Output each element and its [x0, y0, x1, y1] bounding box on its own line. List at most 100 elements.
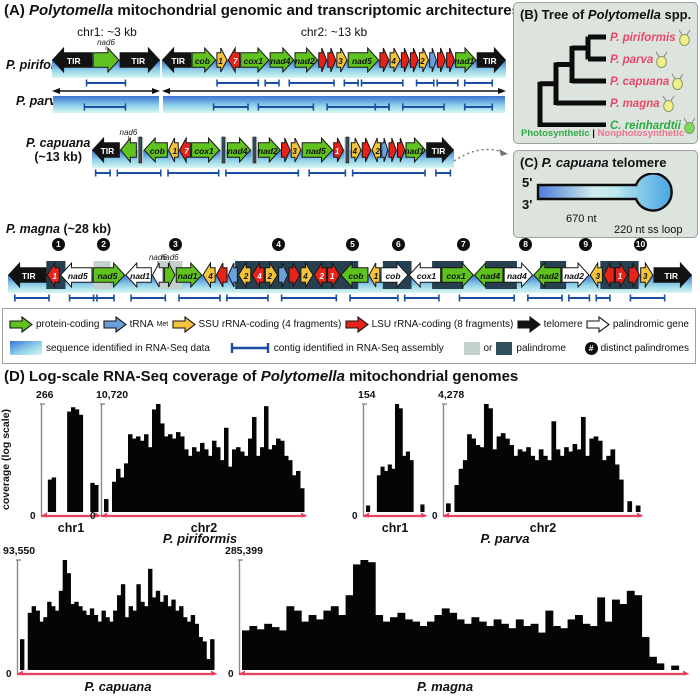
gene-arrow: [59, 261, 93, 289]
gene-label: TIR: [483, 56, 497, 66]
chr2-header: chr2: ~13 kb: [300, 25, 368, 39]
gene-arrow: [653, 261, 692, 289]
panel-d-title-suffix: mitochondrial genomes: [344, 368, 519, 385]
gene-label: 2: [319, 272, 325, 281]
taxon-label-2: P. parva: [610, 51, 668, 68]
max-coverage-value: 285,399: [225, 545, 263, 557]
footer-separator: |: [589, 128, 598, 139]
max-coverage-value: 93,550: [3, 545, 36, 557]
max-coverage-value: 266: [36, 389, 54, 401]
gene-label: cox1: [446, 271, 466, 281]
gene-arrow: [227, 46, 240, 74]
legend-palindrome-label: palindrome: [516, 342, 566, 354]
distinct-palindrome-number: 2: [97, 238, 111, 251]
gene-arrow: [350, 137, 362, 163]
loop-length-label: 220 nt ss loop: [614, 224, 683, 236]
gene-arrow: [437, 47, 446, 73]
gene-arrow: [163, 262, 176, 288]
coverage-silhouette: [104, 404, 305, 512]
cell-icon: [656, 51, 668, 68]
gene-arrow: [429, 47, 437, 73]
gene-label: 1: [330, 272, 335, 281]
legend-item-lsu: LSU rRNA-coding (8 fragments): [345, 315, 513, 333]
max-coverage-value: 154: [358, 389, 376, 401]
coverage-species-parva: P. parva: [480, 531, 530, 546]
magna-size: (~28 kb): [59, 222, 112, 236]
gene-arrow: [227, 262, 238, 288]
panel-b-title: (B) Tree of Polytomella spp.: [520, 7, 691, 22]
distinct-palindrome-number: 6: [391, 238, 405, 251]
coverage-plot-piriformis-chr2: 10,720 0 chr2: [90, 389, 308, 535]
legend-item-label: SSU rRNA-coding (4 fragments): [198, 318, 342, 330]
coverage-silhouette: [242, 560, 680, 670]
gene-arrow: [151, 262, 164, 288]
gene-label: 1: [335, 147, 340, 156]
legend-or-label: or: [483, 342, 493, 354]
cell-icon: [683, 117, 696, 134]
gene-arrow: [216, 47, 228, 73]
gene-label: 1: [618, 272, 623, 281]
palindrome-bar: [252, 136, 257, 164]
coverage-plot-piriformis-chr1: 266 0 chr1: [30, 389, 102, 535]
gene-label: nad4: [507, 271, 527, 281]
palindrome-light-box-icon: [463, 341, 480, 355]
gene-arrow: [264, 261, 279, 289]
gene-label: 2: [267, 272, 273, 281]
coverage-plot-capuana: 93,550 0: [3, 545, 218, 680]
genome-bar-parva-chr1: [52, 88, 160, 114]
gene-label: 3: [596, 272, 601, 281]
gene-arrow: [175, 261, 203, 289]
gene-label: 1: [53, 272, 58, 281]
gene-label: TIR: [432, 146, 446, 156]
gene-arrow: [92, 46, 120, 74]
gene-above-label: nad6: [97, 38, 115, 47]
gene-label: 7: [184, 147, 189, 156]
gene-label: TIR: [664, 271, 678, 281]
cell-icon: [678, 29, 690, 46]
gene-arrow: [336, 47, 348, 73]
gene-arrow: [473, 261, 504, 289]
gene-label: 1: [374, 272, 379, 281]
legend-distinct-item: # distinct palindromes: [584, 341, 689, 355]
gene-arrow: [400, 47, 410, 73]
gene-arrow: [640, 261, 654, 289]
coverage-silhouette: [20, 560, 215, 670]
legend-item-pal: palindromic gene: [586, 315, 689, 333]
gene-arrow: [333, 137, 345, 163]
coverage-axis-label: coverage (log scale): [0, 409, 12, 511]
taxon-label-1: P. piriformis: [610, 29, 691, 46]
palindrome-dark-box-icon: [496, 341, 513, 355]
palindrome-bar: [221, 136, 226, 164]
genome-track-capuana: TIR nad6 cob 1 7 cox1 nad4 nad2 3 nad5 1 4 2 nad1 TIR: [92, 128, 454, 178]
panel-b-title-italic: Polytomella: [587, 7, 661, 22]
gene-label: TIR: [101, 146, 115, 156]
gene-label: 4: [390, 57, 396, 66]
gene-label: TIR: [171, 56, 185, 66]
cell-icon: [672, 73, 684, 90]
gene-label: 3: [292, 147, 297, 156]
gene-arrow: [178, 136, 191, 164]
genome-track-piriformis-chr1: TIR nad6 TIR: [52, 38, 160, 88]
max-coverage-value: 4,278: [438, 389, 465, 401]
taxon-label-5: C. reinhardtii: [610, 117, 696, 134]
gene-arrow: [388, 137, 397, 163]
gene-arrow: [269, 46, 295, 74]
three-prime-label: 3': [522, 197, 533, 212]
species-label-magna: P. magna (~28 kb): [6, 222, 111, 236]
five-prime-label: 5': [522, 175, 533, 190]
distinct-palindrome-number: 1: [51, 238, 65, 251]
panel-d-title-italic: Polytomella: [260, 368, 345, 385]
gene-arrow: [294, 46, 319, 74]
legend-item-sup: Met: [156, 320, 169, 328]
gene-arrow: [405, 136, 427, 164]
gene-arrow: [143, 136, 168, 164]
zero-label: 0: [90, 511, 96, 522]
legend-row-1: protein-coding tRNA Met SSU rRNA-coding (4 …: [9, 313, 689, 335]
gene-arrow: [340, 261, 369, 289]
coverage-plot-parva-chr2: 4,278 0 chr2: [432, 389, 644, 535]
legend-item-label: palindromic gene: [612, 318, 689, 330]
gene-arrow: [379, 47, 390, 73]
gene-label: nad5: [68, 271, 88, 281]
gene-arrow: [446, 47, 456, 73]
